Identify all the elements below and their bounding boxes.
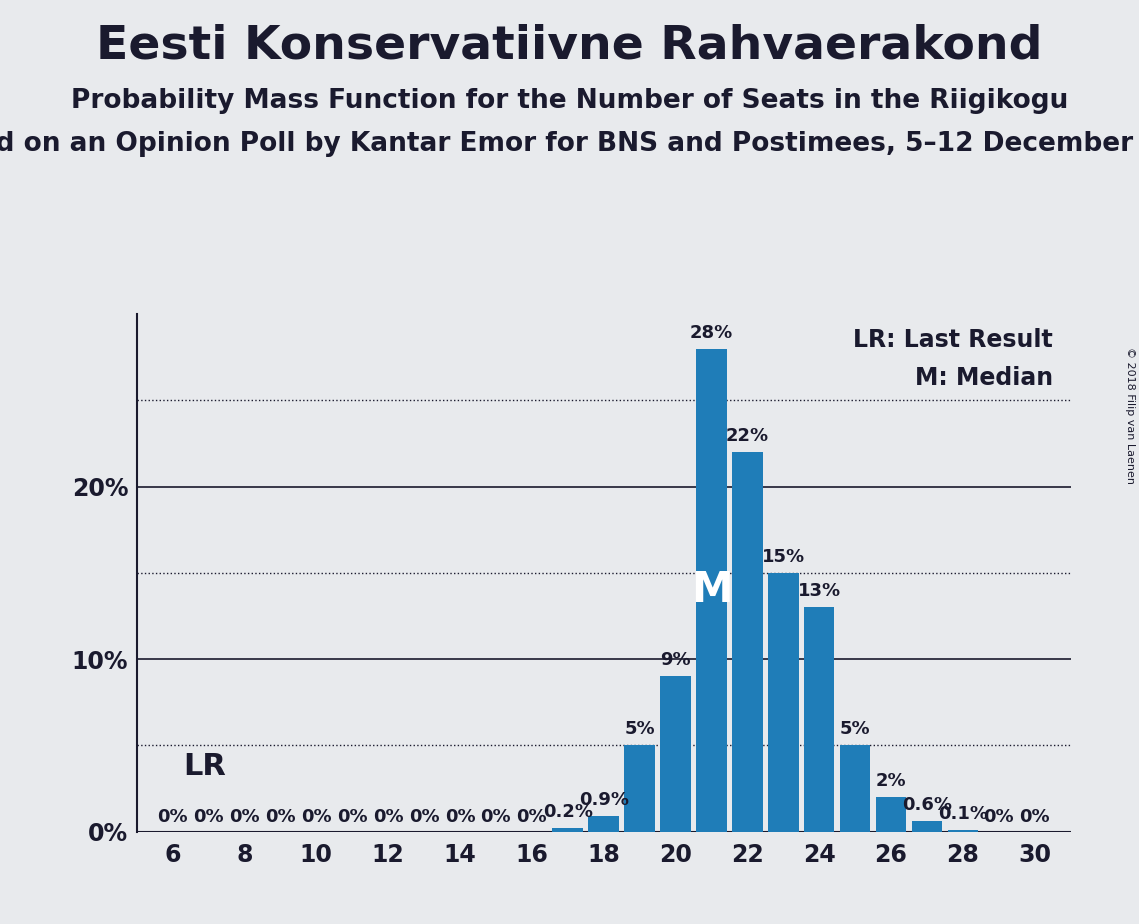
Text: 28%: 28% — [690, 323, 734, 342]
Text: 0%: 0% — [444, 808, 475, 826]
Bar — [732, 452, 763, 832]
Text: 0%: 0% — [481, 808, 511, 826]
Text: 0.2%: 0.2% — [543, 803, 592, 821]
Text: 0%: 0% — [516, 808, 547, 826]
Text: Based on an Opinion Poll by Kantar Emor for BNS and Postimees, 5–12 December 201: Based on an Opinion Poll by Kantar Emor … — [0, 131, 1139, 157]
Text: 5%: 5% — [839, 721, 870, 738]
Text: 0%: 0% — [229, 808, 260, 826]
Text: Eesti Konservatiivne Rahvaerakond: Eesti Konservatiivne Rahvaerakond — [97, 23, 1042, 68]
Text: 5%: 5% — [624, 721, 655, 738]
Text: LR: LR — [183, 751, 227, 781]
Bar — [661, 676, 690, 832]
Bar — [624, 746, 655, 832]
Text: 15%: 15% — [762, 548, 805, 566]
Text: © 2018 Filip van Laenen: © 2018 Filip van Laenen — [1125, 347, 1134, 484]
Text: 0.6%: 0.6% — [902, 796, 952, 814]
Bar — [768, 573, 798, 832]
Text: 0%: 0% — [409, 808, 440, 826]
Text: 2%: 2% — [876, 772, 907, 790]
Text: 0.1%: 0.1% — [937, 805, 988, 823]
Text: M: M — [690, 569, 732, 611]
Bar — [589, 816, 618, 832]
Text: 9%: 9% — [661, 651, 691, 670]
Bar — [876, 797, 907, 832]
Text: 0%: 0% — [372, 808, 403, 826]
Text: 13%: 13% — [797, 582, 841, 601]
Text: 0%: 0% — [1019, 808, 1050, 826]
Text: 0%: 0% — [265, 808, 296, 826]
Text: 0%: 0% — [983, 808, 1014, 826]
Text: 0%: 0% — [194, 808, 224, 826]
Text: M: Median: M: Median — [915, 366, 1052, 390]
Bar — [552, 828, 583, 832]
Text: Probability Mass Function for the Number of Seats in the Riigikogu: Probability Mass Function for the Number… — [71, 88, 1068, 114]
Text: 0%: 0% — [301, 808, 331, 826]
Text: 22%: 22% — [726, 427, 769, 445]
Text: 0%: 0% — [337, 808, 368, 826]
Text: LR: Last Result: LR: Last Result — [853, 328, 1052, 352]
Bar — [911, 821, 942, 832]
Text: 0.9%: 0.9% — [579, 791, 629, 809]
Bar — [804, 607, 835, 832]
Bar — [696, 348, 727, 832]
Bar — [948, 830, 978, 832]
Text: 0%: 0% — [157, 808, 188, 826]
Bar — [839, 746, 870, 832]
